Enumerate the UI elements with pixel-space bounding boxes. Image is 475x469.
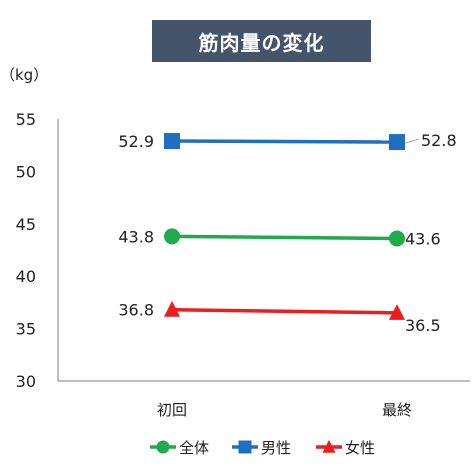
chart-title-box: 筋肉量の変化 bbox=[152, 20, 371, 62]
series-line bbox=[171, 234, 398, 241]
data-label: 36.5 bbox=[405, 316, 441, 335]
y-tick-labels: 30 35 40 45 50 55 bbox=[16, 110, 36, 391]
legend-label: 全体 bbox=[179, 439, 209, 457]
y-tick-label: 35 bbox=[16, 320, 36, 339]
data-label: 43.8 bbox=[118, 227, 154, 246]
legend-label: 男性 bbox=[261, 439, 291, 457]
marker-triangle bbox=[164, 300, 180, 317]
data-label: 52.9 bbox=[118, 132, 154, 151]
x-tick-labels: 初回 最終 bbox=[157, 401, 412, 419]
data-label: 36.8 bbox=[118, 301, 154, 320]
marker-circle bbox=[389, 230, 405, 247]
legend: 全体 男性 女性 bbox=[150, 439, 375, 457]
marker-circle bbox=[156, 440, 170, 454]
y-tick-label: 30 bbox=[16, 372, 36, 391]
y-tick-label: 45 bbox=[16, 215, 36, 234]
x-tick-label: 最終 bbox=[382, 401, 412, 419]
data-label: 43.6 bbox=[405, 229, 441, 248]
y-tick-label: 55 bbox=[16, 110, 36, 129]
data-labels: 43.8 43.6 52.9 52.8 36.8 36.5 bbox=[118, 131, 456, 335]
marker-square bbox=[389, 134, 405, 151]
marker-square bbox=[238, 440, 252, 454]
y-tick-label: 50 bbox=[16, 162, 36, 181]
y-axis-label: （kg） bbox=[0, 66, 48, 84]
chart-title: 筋肉量の変化 bbox=[198, 30, 325, 55]
marker-circle bbox=[164, 228, 180, 245]
marker-triangle bbox=[389, 304, 405, 320]
y-tick-label: 40 bbox=[16, 267, 36, 286]
axes bbox=[57, 119, 470, 382]
x-tick-label: 初回 bbox=[157, 401, 187, 419]
marker-square bbox=[164, 133, 180, 150]
series-group bbox=[164, 133, 405, 320]
series-line bbox=[171, 307, 398, 315]
leader-line bbox=[404, 138, 420, 144]
marker-triangle bbox=[322, 439, 336, 453]
data-label: 52.8 bbox=[421, 131, 457, 150]
legend-label: 女性 bbox=[345, 439, 375, 457]
series-line bbox=[171, 139, 398, 144]
